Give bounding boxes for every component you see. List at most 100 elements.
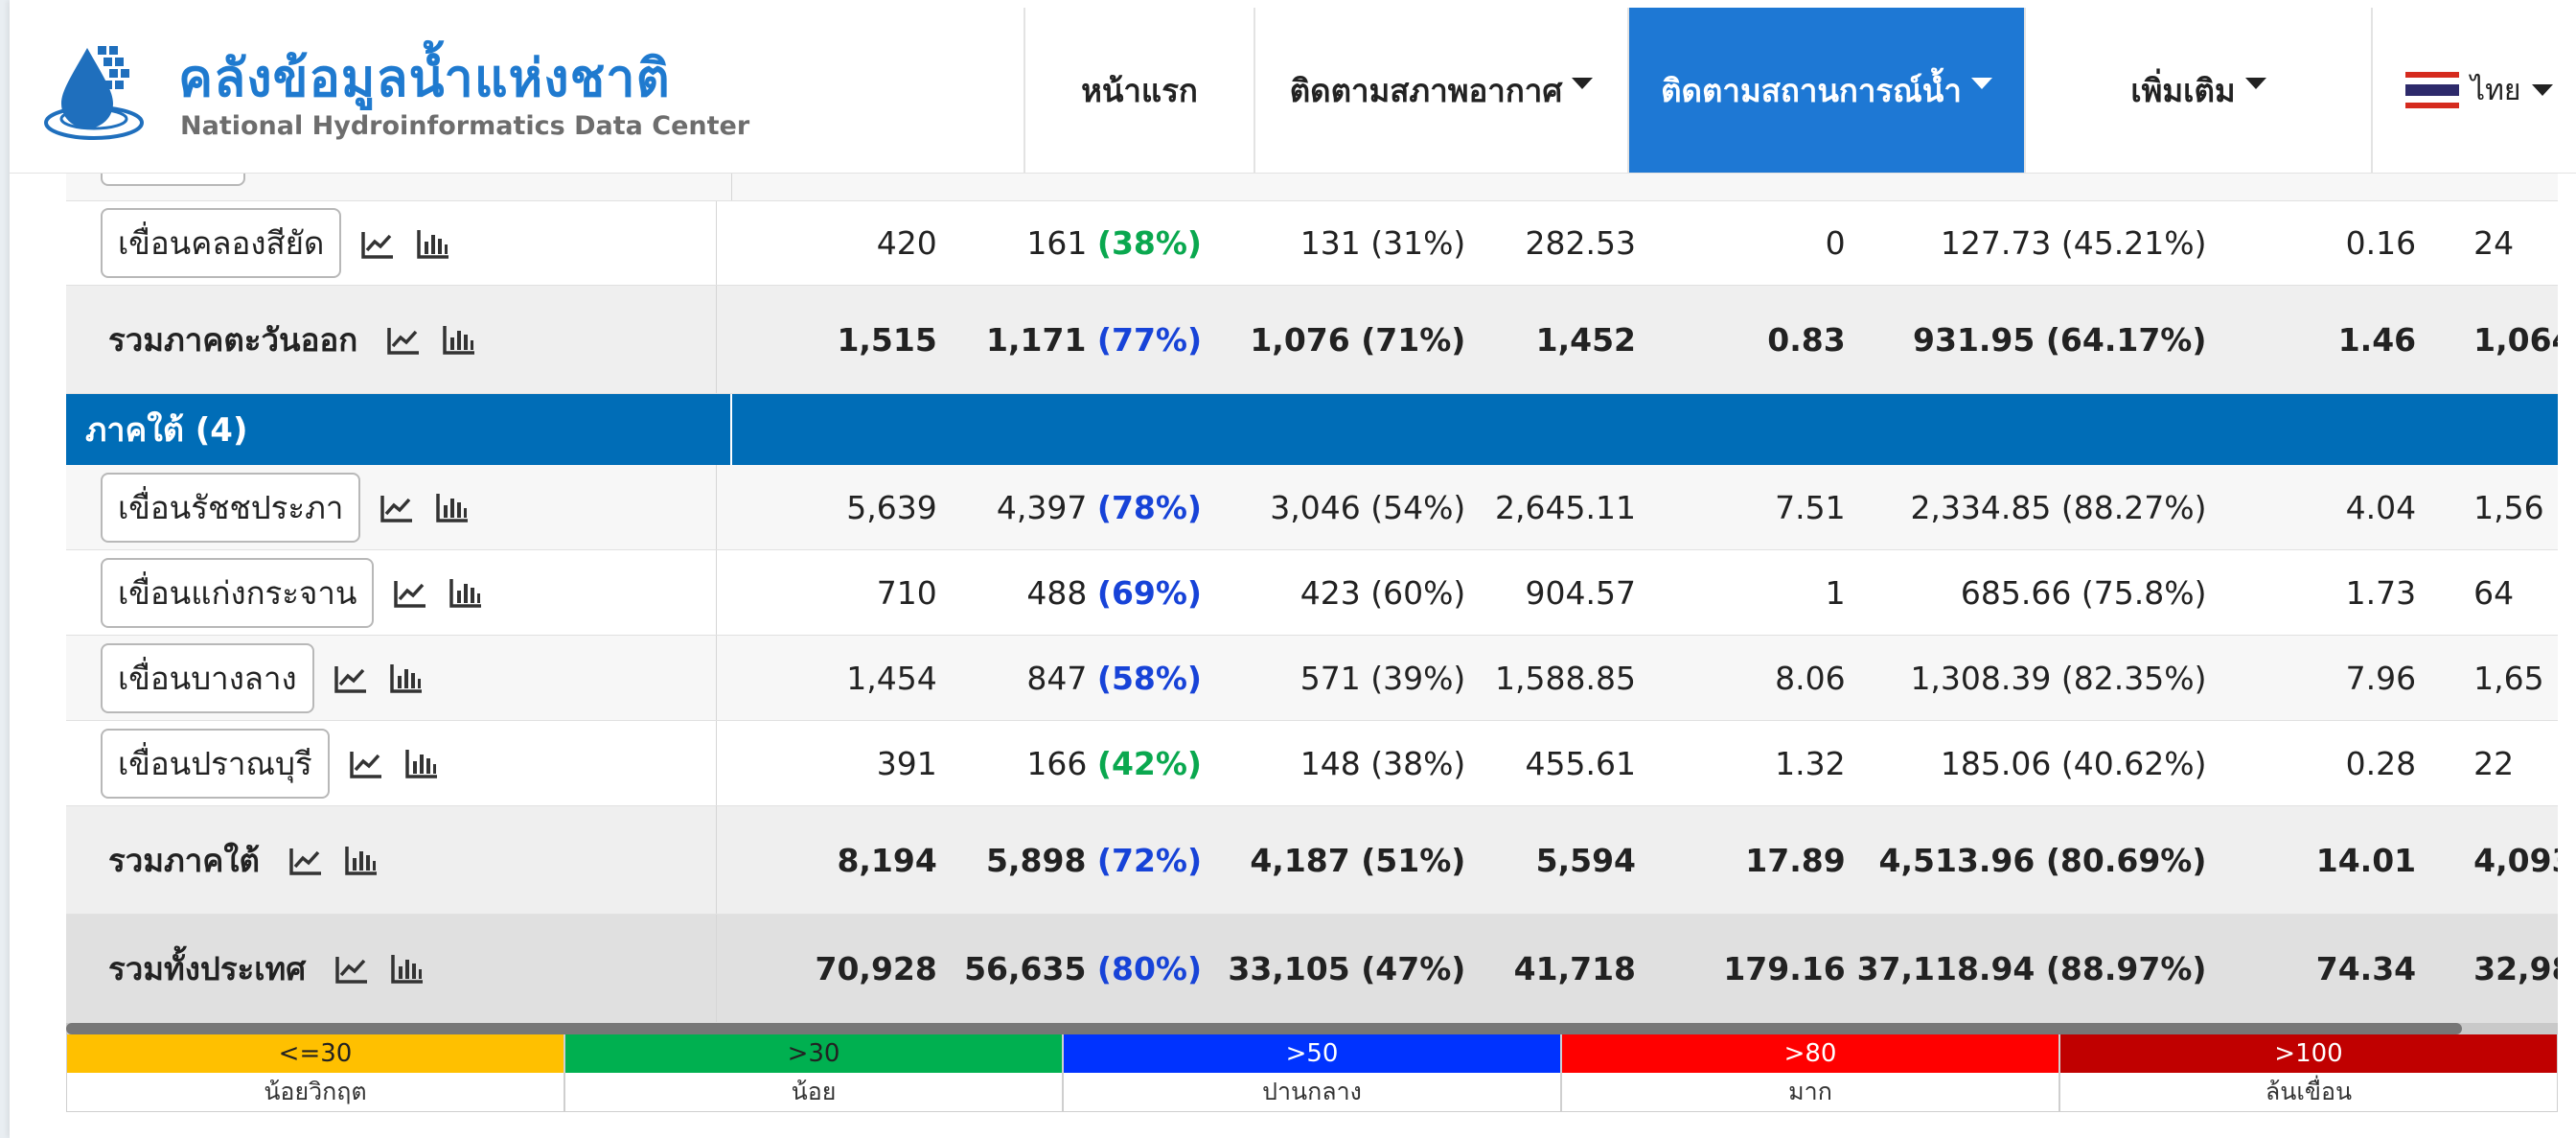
horizontal-scrollbar[interactable] — [66, 1023, 2558, 1034]
cumulative-release-value: 64 — [2473, 573, 2515, 612]
cumulative-value: 185.06 (40.62%) — [1940, 744, 2207, 782]
inflow-value: 179.16 — [1723, 949, 1846, 987]
release-value: 7.96 — [2345, 659, 2417, 697]
usable-capacity-value: 5,594 — [1535, 841, 1637, 879]
storage-value: 161 (38%) — [1026, 224, 1203, 262]
nav-home[interactable]: หน้าแรก — [1024, 8, 1254, 173]
inflow-value: 0.83 — [1767, 320, 1846, 359]
water-drop-logo-icon — [44, 46, 144, 140]
brand-title-thai[interactable]: คลังข้อมูลน้ำแห่งชาติ — [178, 48, 671, 108]
storage-percent: (72%) — [1096, 841, 1203, 879]
bar-chart-icon[interactable] — [388, 949, 426, 987]
legend-label: น้อยวิกฤต — [67, 1073, 564, 1111]
bar-chart-icon[interactable] — [387, 659, 426, 697]
bar-chart-icon[interactable] — [414, 224, 452, 263]
usable-capacity-value: 2,645.11 — [1495, 488, 1636, 526]
legend-item: <=30 น้อยวิกฤต — [66, 1034, 564, 1112]
nav-more[interactable]: เพิ่มเติม — [2024, 8, 2371, 173]
region-header: ภาคใต้ (4) — [66, 394, 2558, 465]
table-row: เขื่อนคลองสียัด 420 161 (38%) 131 (31%) 282.… — [66, 201, 2558, 286]
table-row: เขื่อนรัชชประภา 5,639 4,397 (78%) 3,046 (54… — [66, 465, 2558, 550]
brand-title-english[interactable]: National Hydroinformatics Data Center — [180, 111, 750, 141]
usable-storage-value: 148 (38%) — [1300, 744, 1466, 782]
inflow-value: 1.32 — [1775, 744, 1846, 782]
scrollbar-thumb[interactable] — [66, 1023, 2462, 1034]
storage-value: 847 (58%) — [1026, 659, 1203, 697]
bar-chart-icon[interactable] — [402, 744, 441, 782]
bar-chart-icon[interactable] — [433, 488, 472, 526]
cumulative-release-value: 22 — [2473, 744, 2515, 782]
capacity-value: 5,639 — [846, 488, 937, 526]
cumulative-value: 2,334.85 (88.27%) — [1910, 488, 2207, 526]
bar-chart-icon[interactable] — [342, 841, 380, 879]
line-chart-icon[interactable] — [384, 320, 423, 359]
line-chart-icon[interactable] — [391, 573, 429, 612]
cumulative-value: 685.66 (75.8%) — [1960, 573, 2207, 612]
cumulative-value: 931.95 (64.17%) — [1913, 320, 2207, 359]
legend-item: >30 น้อย — [564, 1034, 1063, 1112]
chevron-down-icon — [1572, 78, 1594, 89]
region-label: ภาคใต้ (4) — [66, 394, 732, 465]
line-chart-icon[interactable] — [287, 841, 325, 879]
language-selector[interactable]: ไทย — [2371, 8, 2576, 173]
line-chart-icon[interactable] — [332, 659, 370, 697]
dam-name-button[interactable]: เขื่อนปราณบุรี — [101, 728, 330, 799]
dam-name-button[interactable]: เขื่อนบางลาง — [101, 642, 314, 713]
bar-chart-icon[interactable] — [447, 573, 485, 612]
capacity-value: 1,454 — [846, 659, 937, 697]
region-total-row: รวมภาคใต้ 8,194 5,898 (72%) 4,187 (51%) 5,59… — [66, 806, 2558, 915]
line-chart-icon[interactable] — [347, 744, 385, 782]
legend-range: >50 — [1064, 1034, 1560, 1073]
line-chart-icon[interactable] — [358, 224, 397, 263]
usable-storage-value: 571 (39%) — [1300, 659, 1466, 697]
nav-water-situation[interactable]: ติดตามสถานการณ์น้ำ — [1627, 8, 2024, 173]
usable-capacity-value: 41,718 — [1513, 949, 1637, 987]
line-chart-icon[interactable] — [333, 949, 371, 987]
usable-storage-value: 131 (31%) — [1300, 224, 1466, 262]
total-label: รวมภาคตะวันออก — [108, 320, 358, 359]
capacity-value: 710 — [876, 573, 937, 612]
chevron-down-icon — [2532, 84, 2554, 96]
nav-home-label: หน้าแรก — [1081, 71, 1198, 109]
inflow-value: 8.06 — [1775, 659, 1846, 697]
line-chart-icon[interactable] — [378, 488, 416, 526]
chevron-down-icon — [1970, 78, 1992, 89]
legend-range: <=30 — [67, 1034, 564, 1073]
cumulative-release-value: 4,093 — [2473, 841, 2558, 879]
cumulative-value: 4,513.96 (80.69%) — [1878, 841, 2207, 879]
cumulative-value: 37,118.94 (88.97%) — [1856, 949, 2207, 987]
region-total-row: รวมภาคตะวันออก 1,515 1,171 (77%) 1,076 (71%… — [66, 286, 2558, 394]
dam-name-button[interactable]: เขื่อนรัชชประภา — [101, 472, 361, 543]
cumulative-release-value: 1,56 — [2473, 488, 2544, 526]
capacity-value: 1,515 — [837, 320, 937, 359]
release-value: 14.01 — [2315, 841, 2417, 879]
storage-percent: (78%) — [1096, 488, 1203, 526]
nav-weather[interactable]: ติดตามสภาพอากาศ — [1254, 8, 1627, 173]
legend-label: ปานกลาง — [1064, 1073, 1560, 1111]
bar-chart-icon[interactable] — [440, 320, 478, 359]
cumulative-value: 1,308.39 (82.35%) — [1910, 659, 2207, 697]
release-value: 0.16 — [2345, 224, 2417, 262]
dam-name-button[interactable]: เขื่อนแก่งกระจาน — [101, 557, 375, 628]
storage-value: 166 (42%) — [1026, 744, 1203, 782]
usable-capacity-value: 1,452 — [1535, 320, 1637, 359]
inflow-value: 7.51 — [1775, 488, 1846, 526]
release-value: 0.28 — [2345, 744, 2417, 782]
usable-capacity-value: 904.57 — [1525, 573, 1636, 612]
cumulative-release-value: 24 — [2473, 224, 2515, 262]
usable-storage-value: 1,076 (71%) — [1250, 320, 1466, 359]
total-label: รวมทั้งประเทศ — [108, 949, 307, 987]
thai-flag-icon — [2405, 72, 2459, 108]
legend-range: >30 — [565, 1034, 1062, 1073]
cumulative-release-value: 32,983 — [2473, 949, 2558, 987]
storage-percent: (69%) — [1096, 573, 1203, 612]
storage-value: 5,898 (72%) — [986, 841, 1203, 879]
legend-item: >100 ล้นเขื่อน — [2059, 1034, 2558, 1112]
usable-storage-value: 4,187 (51%) — [1250, 841, 1466, 879]
dam-name-button[interactable]: เขื่อนคลองสียัด — [101, 208, 342, 278]
site-header: คลังข้อมูลน้ำแห่งชาติ National Hydroinfo… — [10, 0, 2576, 174]
color-legend: <=30 น้อยวิกฤต >30 น้อย >50 ปานกลาง >80 มาก >100… — [66, 1034, 2558, 1112]
inflow-value: 17.89 — [1745, 841, 1846, 879]
storage-value: 488 (69%) — [1026, 573, 1203, 612]
storage-percent: (38%) — [1096, 224, 1203, 262]
